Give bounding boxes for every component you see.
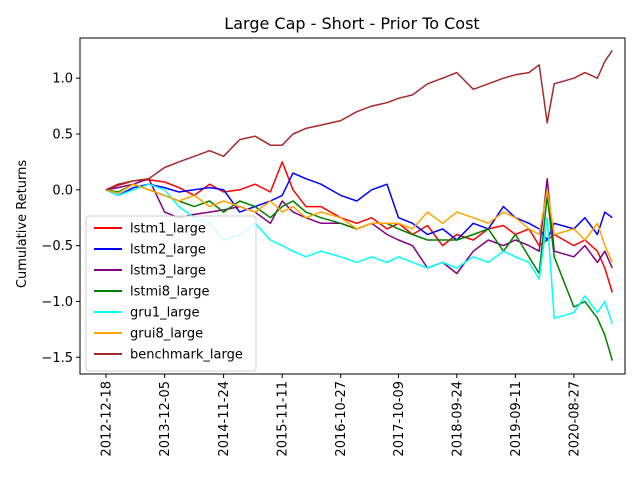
- y-tick-label: −0.5: [41, 239, 73, 254]
- legend-label-lstm2_large: lstm2_large: [130, 243, 206, 258]
- x-tick-label: 2012-12-18: [99, 381, 114, 457]
- y-tick-label: −1.5: [41, 351, 73, 366]
- series-line-benchmark_large: [105, 49, 613, 191]
- legend: lstm1_large lstm2_large lstm3_large lstmi8_…: [85, 215, 257, 372]
- x-tick-label: 2013-12-05: [158, 381, 173, 457]
- x-tick-label: 2018-09-24: [450, 381, 465, 457]
- y-tick-label: 1.0: [52, 72, 73, 87]
- series-line-grui8_large: [105, 183, 613, 263]
- x-tick-label: 2017-10-09: [392, 381, 407, 457]
- legend-label-grui8_large: grui8_large: [130, 327, 203, 342]
- chart-title: Large Cap - Short - Prior To Cost: [224, 14, 479, 33]
- y-tick-label: 0.0: [52, 183, 73, 198]
- y-tick-label: 0.5: [52, 128, 73, 143]
- legend-label-gru1_large: gru1_large: [130, 306, 200, 321]
- legend-box: [85, 215, 257, 372]
- series-line-lstm3_large: [105, 177, 613, 275]
- legend-label-lstm3_large: lstm3_large: [130, 264, 206, 279]
- series-line-lstm2_large: [105, 172, 613, 241]
- x-tick-label: 2014-11-24: [217, 381, 232, 457]
- x-tick-label: 2016-10-27: [334, 381, 349, 457]
- x-tick-label: 2020-08-27: [567, 381, 582, 457]
- x-tick-label: 2015-11-11: [276, 381, 291, 457]
- axes-layer: −1.5 −1.0 −0.5 0.0 0.5 1.0 2012-12-18 2013-12-0…: [41, 72, 582, 457]
- legend-label-benchmark_large: benchmark_large: [130, 348, 243, 363]
- legend-label-lstm1_large: lstm1_large: [130, 222, 206, 237]
- legend-label-lstmi8_large: lstmi8_large: [130, 285, 209, 300]
- y-tick-label: −1.0: [41, 295, 73, 310]
- x-tick-label: 2019-09-11: [509, 381, 524, 457]
- plot-frame: [79, 37, 626, 375]
- y-axis-label: Cumulative Returns: [15, 160, 30, 288]
